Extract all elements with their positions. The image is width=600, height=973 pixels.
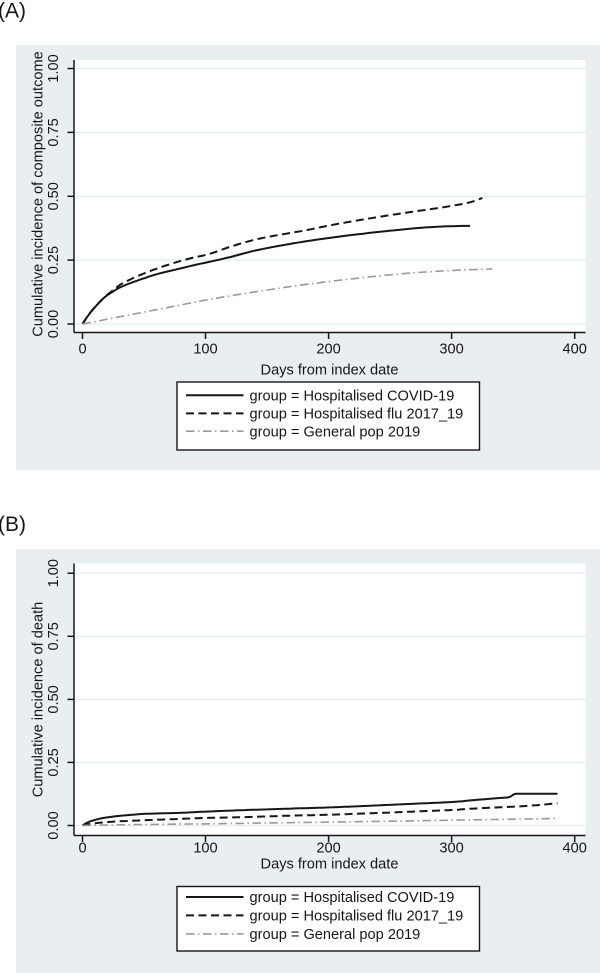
svg-text:0.75: 0.75 — [46, 118, 62, 146]
svg-text:group = Hospitalised COVID-19: group = Hospitalised COVID-19 — [250, 890, 455, 906]
svg-text:0.00: 0.00 — [46, 811, 62, 839]
svg-text:100: 100 — [193, 841, 217, 857]
svg-text:400: 400 — [563, 841, 587, 857]
svg-text:0.50: 0.50 — [46, 685, 62, 713]
svg-text:Cumulative incidence of death: Cumulative incidence of death — [31, 602, 47, 798]
svg-text:300: 300 — [439, 841, 463, 857]
svg-text:Days from index date: Days from index date — [261, 857, 399, 873]
svg-text:Cumulative incidence of compos: Cumulative incidence of composite outcom… — [31, 51, 47, 337]
svg-text:0.25: 0.25 — [46, 748, 62, 776]
svg-text:300: 300 — [439, 341, 463, 357]
svg-text:0: 0 — [78, 341, 86, 357]
svg-text:group = Hospitalised COVID-19: group = Hospitalised COVID-19 — [250, 389, 455, 405]
svg-text:group = Hospitalised flu 2017_: group = Hospitalised flu 2017_19 — [250, 909, 464, 925]
svg-text:100: 100 — [193, 341, 217, 357]
svg-text:400: 400 — [563, 341, 587, 357]
svg-text:0: 0 — [78, 841, 86, 857]
svg-text:group = General pop 2019: group = General pop 2019 — [250, 927, 421, 943]
svg-text:group = Hospitalised flu 2017_: group = Hospitalised flu 2017_19 — [250, 407, 464, 423]
svg-text:0.75: 0.75 — [46, 622, 62, 650]
svg-text:group = General pop 2019: group = General pop 2019 — [250, 424, 421, 440]
svg-text:(B): (B) — [0, 513, 26, 536]
svg-text:0.00: 0.00 — [46, 310, 62, 338]
svg-text:200: 200 — [316, 841, 340, 857]
svg-text:(A): (A) — [0, 0, 26, 23]
svg-text:Days from index date: Days from index date — [261, 363, 399, 379]
svg-text:0.50: 0.50 — [46, 182, 62, 210]
svg-text:1.00: 1.00 — [46, 54, 62, 82]
svg-text:0.25: 0.25 — [46, 246, 62, 274]
svg-text:1.00: 1.00 — [46, 559, 62, 587]
svg-text:200: 200 — [316, 341, 340, 357]
